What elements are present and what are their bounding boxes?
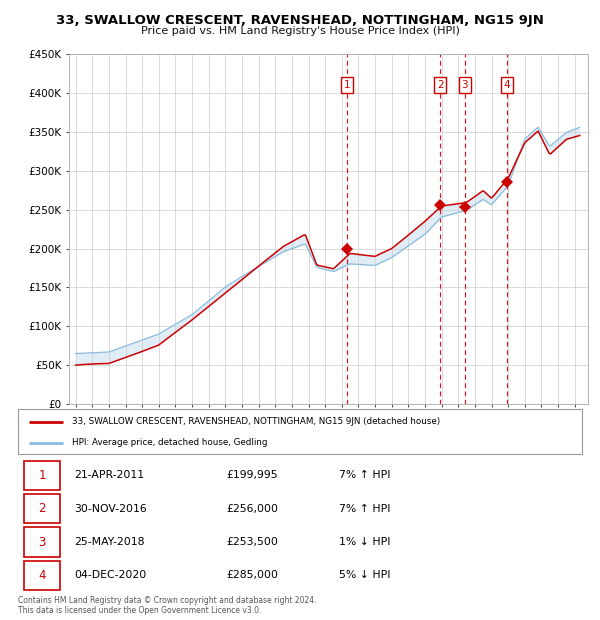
FancyBboxPatch shape [23, 528, 60, 557]
FancyBboxPatch shape [23, 461, 60, 490]
Text: Contains HM Land Registry data © Crown copyright and database right 2024.: Contains HM Land Registry data © Crown c… [18, 596, 317, 606]
Text: 3: 3 [38, 536, 46, 549]
Text: 3: 3 [461, 80, 468, 90]
FancyBboxPatch shape [23, 560, 60, 590]
Text: 4: 4 [503, 80, 511, 90]
Text: HPI: Average price, detached house, Gedling: HPI: Average price, detached house, Gedl… [71, 438, 267, 447]
Text: 1: 1 [38, 469, 46, 482]
Text: This data is licensed under the Open Government Licence v3.0.: This data is licensed under the Open Gov… [18, 606, 262, 616]
Text: £253,500: £253,500 [227, 537, 278, 547]
Text: 04-DEC-2020: 04-DEC-2020 [74, 570, 146, 580]
Text: 1% ↓ HPI: 1% ↓ HPI [340, 537, 391, 547]
Text: 4: 4 [38, 569, 46, 582]
Text: 21-APR-2011: 21-APR-2011 [74, 471, 145, 480]
Text: 25-MAY-2018: 25-MAY-2018 [74, 537, 145, 547]
Text: 7% ↑ HPI: 7% ↑ HPI [340, 471, 391, 480]
Text: 33, SWALLOW CRESCENT, RAVENSHEAD, NOTTINGHAM, NG15 9JN: 33, SWALLOW CRESCENT, RAVENSHEAD, NOTTIN… [56, 14, 544, 27]
Text: £256,000: £256,000 [227, 504, 278, 514]
Text: £199,995: £199,995 [227, 471, 278, 480]
Text: 2: 2 [437, 80, 443, 90]
FancyBboxPatch shape [18, 409, 582, 454]
FancyBboxPatch shape [23, 494, 60, 523]
Text: £285,000: £285,000 [227, 570, 278, 580]
Text: 1: 1 [344, 80, 350, 90]
Text: 30-NOV-2016: 30-NOV-2016 [74, 504, 147, 514]
Text: 7% ↑ HPI: 7% ↑ HPI [340, 504, 391, 514]
Text: 5% ↓ HPI: 5% ↓ HPI [340, 570, 391, 580]
Text: 33, SWALLOW CRESCENT, RAVENSHEAD, NOTTINGHAM, NG15 9JN (detached house): 33, SWALLOW CRESCENT, RAVENSHEAD, NOTTIN… [71, 417, 440, 426]
Text: 2: 2 [38, 502, 46, 515]
Text: Price paid vs. HM Land Registry's House Price Index (HPI): Price paid vs. HM Land Registry's House … [140, 26, 460, 36]
